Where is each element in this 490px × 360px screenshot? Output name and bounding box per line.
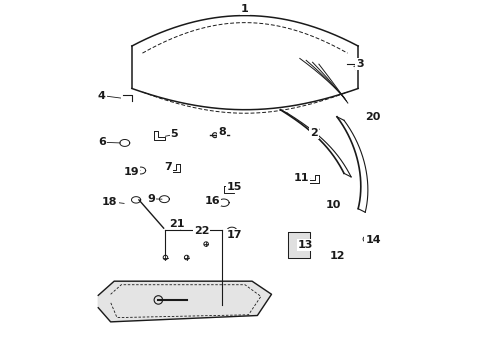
Text: 3: 3 (356, 59, 364, 69)
Polygon shape (98, 281, 271, 322)
Text: 11: 11 (294, 173, 309, 183)
Text: 22: 22 (194, 226, 210, 236)
Text: 16: 16 (205, 195, 220, 206)
Text: 9: 9 (147, 194, 155, 204)
Text: 21: 21 (170, 219, 185, 229)
Text: 2: 2 (310, 128, 318, 138)
Text: 19: 19 (123, 167, 139, 177)
Text: 4: 4 (98, 91, 106, 100)
Text: 1: 1 (241, 4, 249, 14)
Text: 18: 18 (102, 197, 118, 207)
Text: 14: 14 (365, 235, 381, 245)
Text: 15: 15 (227, 182, 242, 192)
Text: 17: 17 (227, 230, 242, 239)
Polygon shape (289, 232, 310, 258)
Text: 12: 12 (330, 251, 345, 261)
Text: 13: 13 (297, 240, 313, 250)
Text: 7: 7 (164, 162, 172, 172)
Text: 8: 8 (218, 127, 226, 137)
Text: 20: 20 (366, 112, 381, 122)
Text: 6: 6 (98, 137, 106, 147)
Text: 10: 10 (326, 200, 341, 210)
Text: 5: 5 (171, 130, 178, 139)
